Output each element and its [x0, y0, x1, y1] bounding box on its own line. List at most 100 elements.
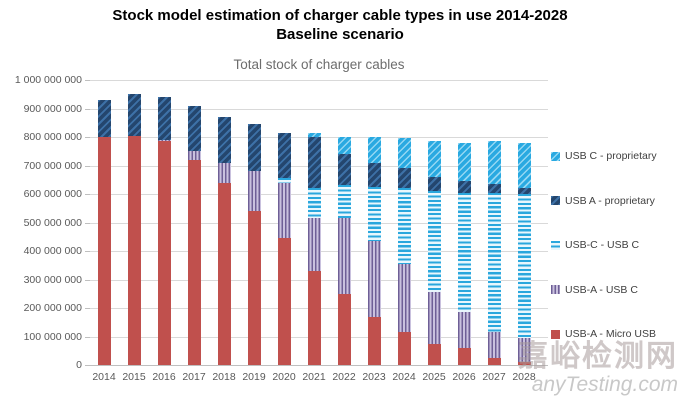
bar-segment — [307, 137, 321, 189]
legend-item: USB-A - USB C — [551, 284, 679, 296]
legend-label: USB C - proprietary — [565, 150, 657, 162]
bar-segment — [337, 137, 351, 155]
x-axis-tick-label: 2015 — [122, 371, 146, 383]
y-axis-tick — [85, 80, 90, 81]
bar-segment — [457, 312, 471, 348]
y-axis-tick-label: 200 000 000 — [23, 302, 82, 314]
y-axis-tick — [85, 194, 90, 195]
x-axis-tick-label: 2020 — [272, 371, 296, 383]
x-axis-tick-label: 2014 — [92, 371, 116, 383]
bar-segment — [187, 105, 201, 152]
y-axis-tick — [85, 308, 90, 309]
x-axis-line — [90, 365, 548, 366]
y-axis-tick — [85, 336, 90, 338]
y-axis-tick-label: 100 000 000 — [23, 330, 82, 343]
bar-segment — [397, 263, 411, 333]
bar-segment — [97, 99, 111, 137]
bar-segment — [157, 97, 171, 140]
legend-label: USB A - proprietary — [565, 194, 655, 207]
bar-segment — [157, 139, 171, 142]
bar-segment — [517, 188, 531, 194]
y-axis-tick — [85, 222, 90, 224]
bar-segment — [307, 132, 321, 137]
y-axis-tick — [85, 365, 90, 366]
bar-segment — [427, 141, 441, 177]
y-axis-tick-label: 300 000 000 — [23, 273, 82, 286]
bar-segment — [127, 135, 141, 365]
y-axis-tick-label: 900 000 000 — [23, 102, 82, 115]
bar-segment — [277, 132, 291, 179]
bar-segment — [487, 141, 501, 185]
bar-segment — [187, 159, 201, 365]
y-axis-tick — [85, 251, 90, 252]
bar-segment — [457, 181, 471, 193]
bar-segment — [397, 168, 411, 189]
chart-title-line2: Baseline scenario — [276, 26, 404, 43]
watermark-chinese-text: 嘉峪检测网 — [518, 340, 678, 373]
plot-title: Total stock of charger cables — [233, 57, 405, 72]
legend-label: USB-A - USB C — [565, 283, 638, 296]
y-axis-tick-label: 600 000 000 — [23, 188, 82, 200]
legend-swatch-dark-blue-diagonal-hatch — [551, 196, 560, 205]
bar-segment — [277, 178, 291, 183]
bar-segment — [307, 188, 321, 219]
bar-segment — [487, 192, 501, 333]
x-axis-tick-label: 2028 — [512, 371, 536, 383]
legend-label: USB-A - Micro USB — [565, 328, 657, 340]
legend-swatch-light-blue-diagonal-hatch — [551, 151, 560, 161]
y-axis-tick — [85, 165, 90, 167]
legend-swatch-purple-vertical-stripes — [551, 285, 560, 294]
bar-segment — [217, 117, 231, 163]
bar-segment — [427, 176, 441, 192]
bar-segment — [487, 184, 501, 193]
bar-segment — [517, 337, 531, 363]
bar-segment — [337, 185, 351, 219]
bar-segment — [337, 218, 351, 294]
legend-label: USB-C - USB C — [565, 239, 640, 251]
x-axis-tick-label: 2025 — [422, 371, 446, 383]
bar-segment — [367, 186, 381, 242]
chart-title-line1: Stock model estimation of charger cable … — [112, 7, 568, 24]
y-axis-tick — [85, 279, 90, 281]
bar-segment — [367, 137, 381, 163]
bar-segment — [187, 151, 201, 160]
x-axis-tick-label: 2024 — [392, 371, 416, 383]
bar-segment — [457, 347, 471, 365]
bar-segment — [427, 191, 441, 293]
legend-item: USB A - proprietary — [551, 195, 679, 207]
bar-segment — [457, 142, 471, 182]
legend-swatch-light-blue-horizontal-stripes — [551, 240, 560, 250]
bar-segment — [277, 238, 291, 365]
bar-segment — [307, 218, 321, 271]
bar-segment — [397, 138, 411, 169]
y-axis-tick-label: 1 000 000 000 — [14, 74, 82, 86]
legend-item: USB C - proprietary — [551, 150, 679, 162]
y-axis-tick-label: 400 000 000 — [23, 245, 82, 257]
bar-segment — [247, 211, 261, 365]
x-axis-tick-label: 2022 — [332, 371, 356, 383]
bar-segment — [217, 182, 231, 365]
bar-segment — [397, 188, 411, 264]
y-axis-tick — [85, 137, 90, 138]
legend-swatch-red-solid — [551, 329, 560, 339]
bar-segment — [427, 343, 441, 365]
x-axis-tick-label: 2018 — [212, 371, 236, 383]
bar-segment — [487, 357, 501, 365]
legend-item: USB-C - USB C — [551, 239, 679, 251]
x-axis-tick-label: 2016 — [152, 371, 176, 383]
bar-segment — [277, 182, 291, 239]
bar-segment — [517, 194, 531, 338]
bar-segment — [247, 171, 261, 212]
y-axis-tick-label: 800 000 000 — [23, 131, 82, 143]
bar-segment — [517, 142, 531, 189]
bar-segment — [157, 141, 171, 365]
x-axis-tick-label: 2021 — [302, 371, 326, 383]
chart-title: Stock model estimation of charger cable … — [0, 6, 680, 44]
bar-segment — [97, 137, 111, 365]
x-axis-tick-label: 2026 — [452, 371, 476, 383]
y-axis-tick-label: 700 000 000 — [23, 159, 82, 172]
bar-segment — [457, 192, 471, 313]
bar-segment — [487, 332, 501, 358]
gridline — [90, 80, 548, 81]
chart-legend: USB C - proprietary USB A - proprietary US… — [551, 150, 679, 340]
